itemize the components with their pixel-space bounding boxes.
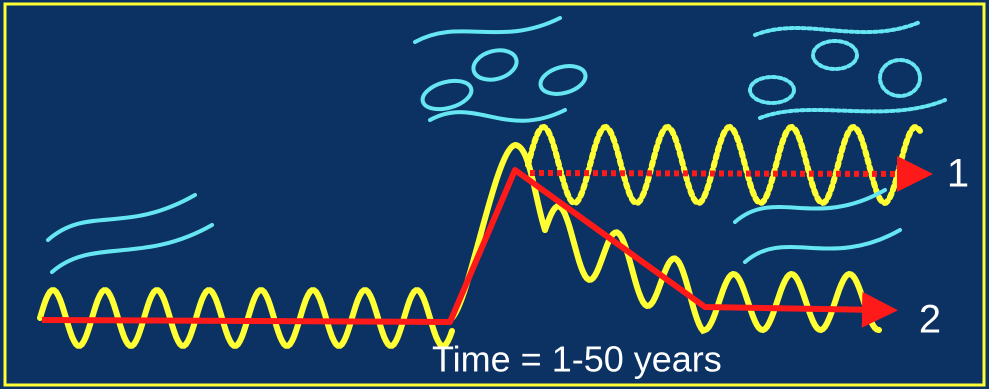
time-label: Time = 1-50 years xyxy=(432,339,722,380)
outcome-label: 1 xyxy=(947,152,969,196)
outcome-label: 2 xyxy=(919,298,941,342)
trend-line-1 xyxy=(530,173,915,174)
diagram: 1 2 Time = 1-50 years xyxy=(0,0,989,389)
